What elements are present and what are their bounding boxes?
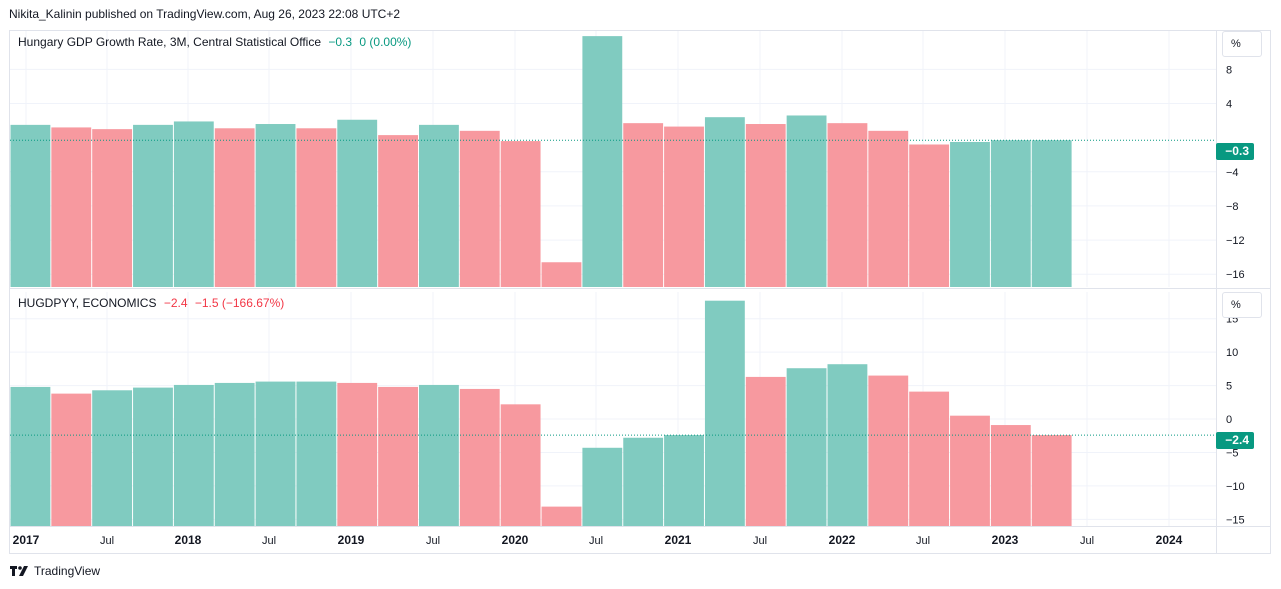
y-tick-label-1-1: 10 (1226, 347, 1238, 359)
scale-mode-button-top[interactable]: % (1222, 31, 1262, 57)
bar-0-21 (868, 130, 909, 287)
y-tick-label-0-4: −12 (1226, 235, 1245, 247)
bar-1-17 (704, 300, 745, 526)
bar-0-19 (786, 115, 827, 287)
bar-0-1 (51, 127, 92, 287)
bar-0-6 (255, 124, 296, 287)
x-tick-label-10: 2022 (829, 533, 856, 547)
bar-0-22 (909, 144, 950, 287)
bar-1-20 (827, 364, 868, 526)
y-tick-label-1-3: 0 (1226, 414, 1232, 426)
bar-1-12 (500, 404, 541, 526)
bar-1-11 (459, 388, 500, 526)
bar-0-12 (500, 141, 541, 287)
bar-1-9 (378, 386, 418, 526)
bar-1-0 (10, 386, 51, 526)
bar-0-5 (214, 128, 255, 287)
bar-0-15 (623, 123, 664, 287)
bar-0-7 (296, 128, 337, 287)
x-tick-label-7: Jul (589, 535, 603, 547)
bar-0-20 (827, 123, 868, 287)
bar-0-10 (419, 124, 459, 287)
bar-0-4 (173, 121, 214, 287)
x-tick-label-0: 2017 (13, 533, 40, 547)
bar-0-13 (541, 262, 582, 287)
bar-1-8 (337, 382, 378, 526)
bar-1-3 (133, 387, 173, 526)
bar-1-10 (419, 384, 459, 526)
bar-0-17 (704, 117, 745, 287)
bar-1-23 (950, 415, 990, 526)
bar-1-16 (664, 435, 704, 526)
bar-0-25 (1031, 140, 1072, 287)
bar-1-19 (786, 368, 827, 526)
x-tick-label-12: 2023 (992, 533, 1019, 547)
bar-0-0 (10, 124, 51, 287)
legend-top[interactable]: Hungary GDP Growth Rate, 3M, Central Sta… (18, 35, 411, 49)
last-value-label-top: −0.3 (1216, 143, 1254, 160)
bar-1-13 (541, 506, 582, 526)
x-tick-label-8: 2021 (665, 533, 692, 547)
y-tick-label-1-5: −10 (1226, 481, 1245, 493)
x-tick-label-1: Jul (100, 535, 114, 547)
bar-0-14 (582, 36, 623, 288)
bar-0-9 (378, 135, 418, 287)
publish-info: Nikita_Kalinin published on TradingView.… (9, 7, 401, 21)
x-tick-label-2: 2018 (175, 533, 202, 547)
y-tick-label-0-2: −4 (1226, 167, 1239, 179)
x-tick-label-13: Jul (1080, 535, 1094, 547)
bar-1-7 (296, 381, 337, 526)
legend-bottom-name: HUGDPYY, ECONOMICS (18, 296, 157, 310)
x-tick-label-9: Jul (753, 535, 767, 547)
chart-frame (9, 30, 1271, 554)
bar-0-2 (92, 129, 133, 287)
legend-top-value: −0.3 (328, 35, 353, 49)
y-tick-label-0-1: 4 (1226, 99, 1232, 111)
bar-0-23 (950, 141, 990, 287)
y-tick-label-1-6: −15 (1226, 514, 1245, 526)
last-value-label-bottom: −2.4 (1216, 432, 1254, 449)
legend-top-change: 0 (0.00%) (359, 35, 412, 49)
bar-1-22 (909, 391, 950, 526)
legend-bottom-value: −2.4 (163, 296, 188, 310)
legend-top-name: Hungary GDP Growth Rate, 3M, Central Sta… (18, 35, 322, 49)
legend-bottom-change: −1.5 (−166.67%) (194, 296, 285, 310)
x-tick-label-3: Jul (262, 535, 276, 547)
bar-0-8 (337, 119, 378, 287)
x-tick-label-11: Jul (916, 535, 930, 547)
y-tick-label-0-5: −16 (1226, 269, 1245, 281)
x-tick-label-4: 2019 (338, 533, 365, 547)
legend-bottom[interactable]: HUGDPYY, ECONOMICS −2.4 −1.5 (−166.67%) (18, 296, 284, 310)
scale-mode-button-bottom[interactable]: % (1222, 292, 1262, 318)
bar-1-5 (214, 382, 255, 526)
bar-0-3 (133, 124, 173, 287)
bar-0-18 (745, 124, 786, 287)
bar-1-25 (1031, 435, 1072, 526)
bar-1-15 (623, 437, 664, 526)
bar-0-16 (664, 126, 704, 287)
x-tick-label-6: 2020 (502, 533, 529, 547)
bar-1-6 (255, 381, 296, 526)
bar-0-11 (459, 130, 500, 287)
y-tick-label-1-4: −5 (1226, 447, 1239, 459)
footer-brand-label: TradingView (34, 564, 101, 578)
bar-1-24 (990, 425, 1031, 526)
footer-brand[interactable]: TradingView (10, 564, 100, 578)
tradingview-logo-icon (10, 566, 28, 576)
x-tick-label-14: 2024 (1156, 533, 1183, 547)
bar-1-4 (173, 384, 214, 526)
y-tick-label-0-0: 8 (1226, 64, 1232, 76)
bar-1-14 (582, 447, 623, 526)
bar-0-24 (990, 140, 1031, 287)
y-tick-label-1-2: 5 (1226, 381, 1232, 393)
x-tick-label-5: Jul (426, 535, 440, 547)
bar-1-18 (745, 376, 786, 526)
bar-1-1 (51, 393, 92, 526)
bar-1-21 (868, 375, 909, 526)
y-tick-label-0-3: −8 (1226, 201, 1239, 213)
bar-1-2 (92, 390, 133, 526)
